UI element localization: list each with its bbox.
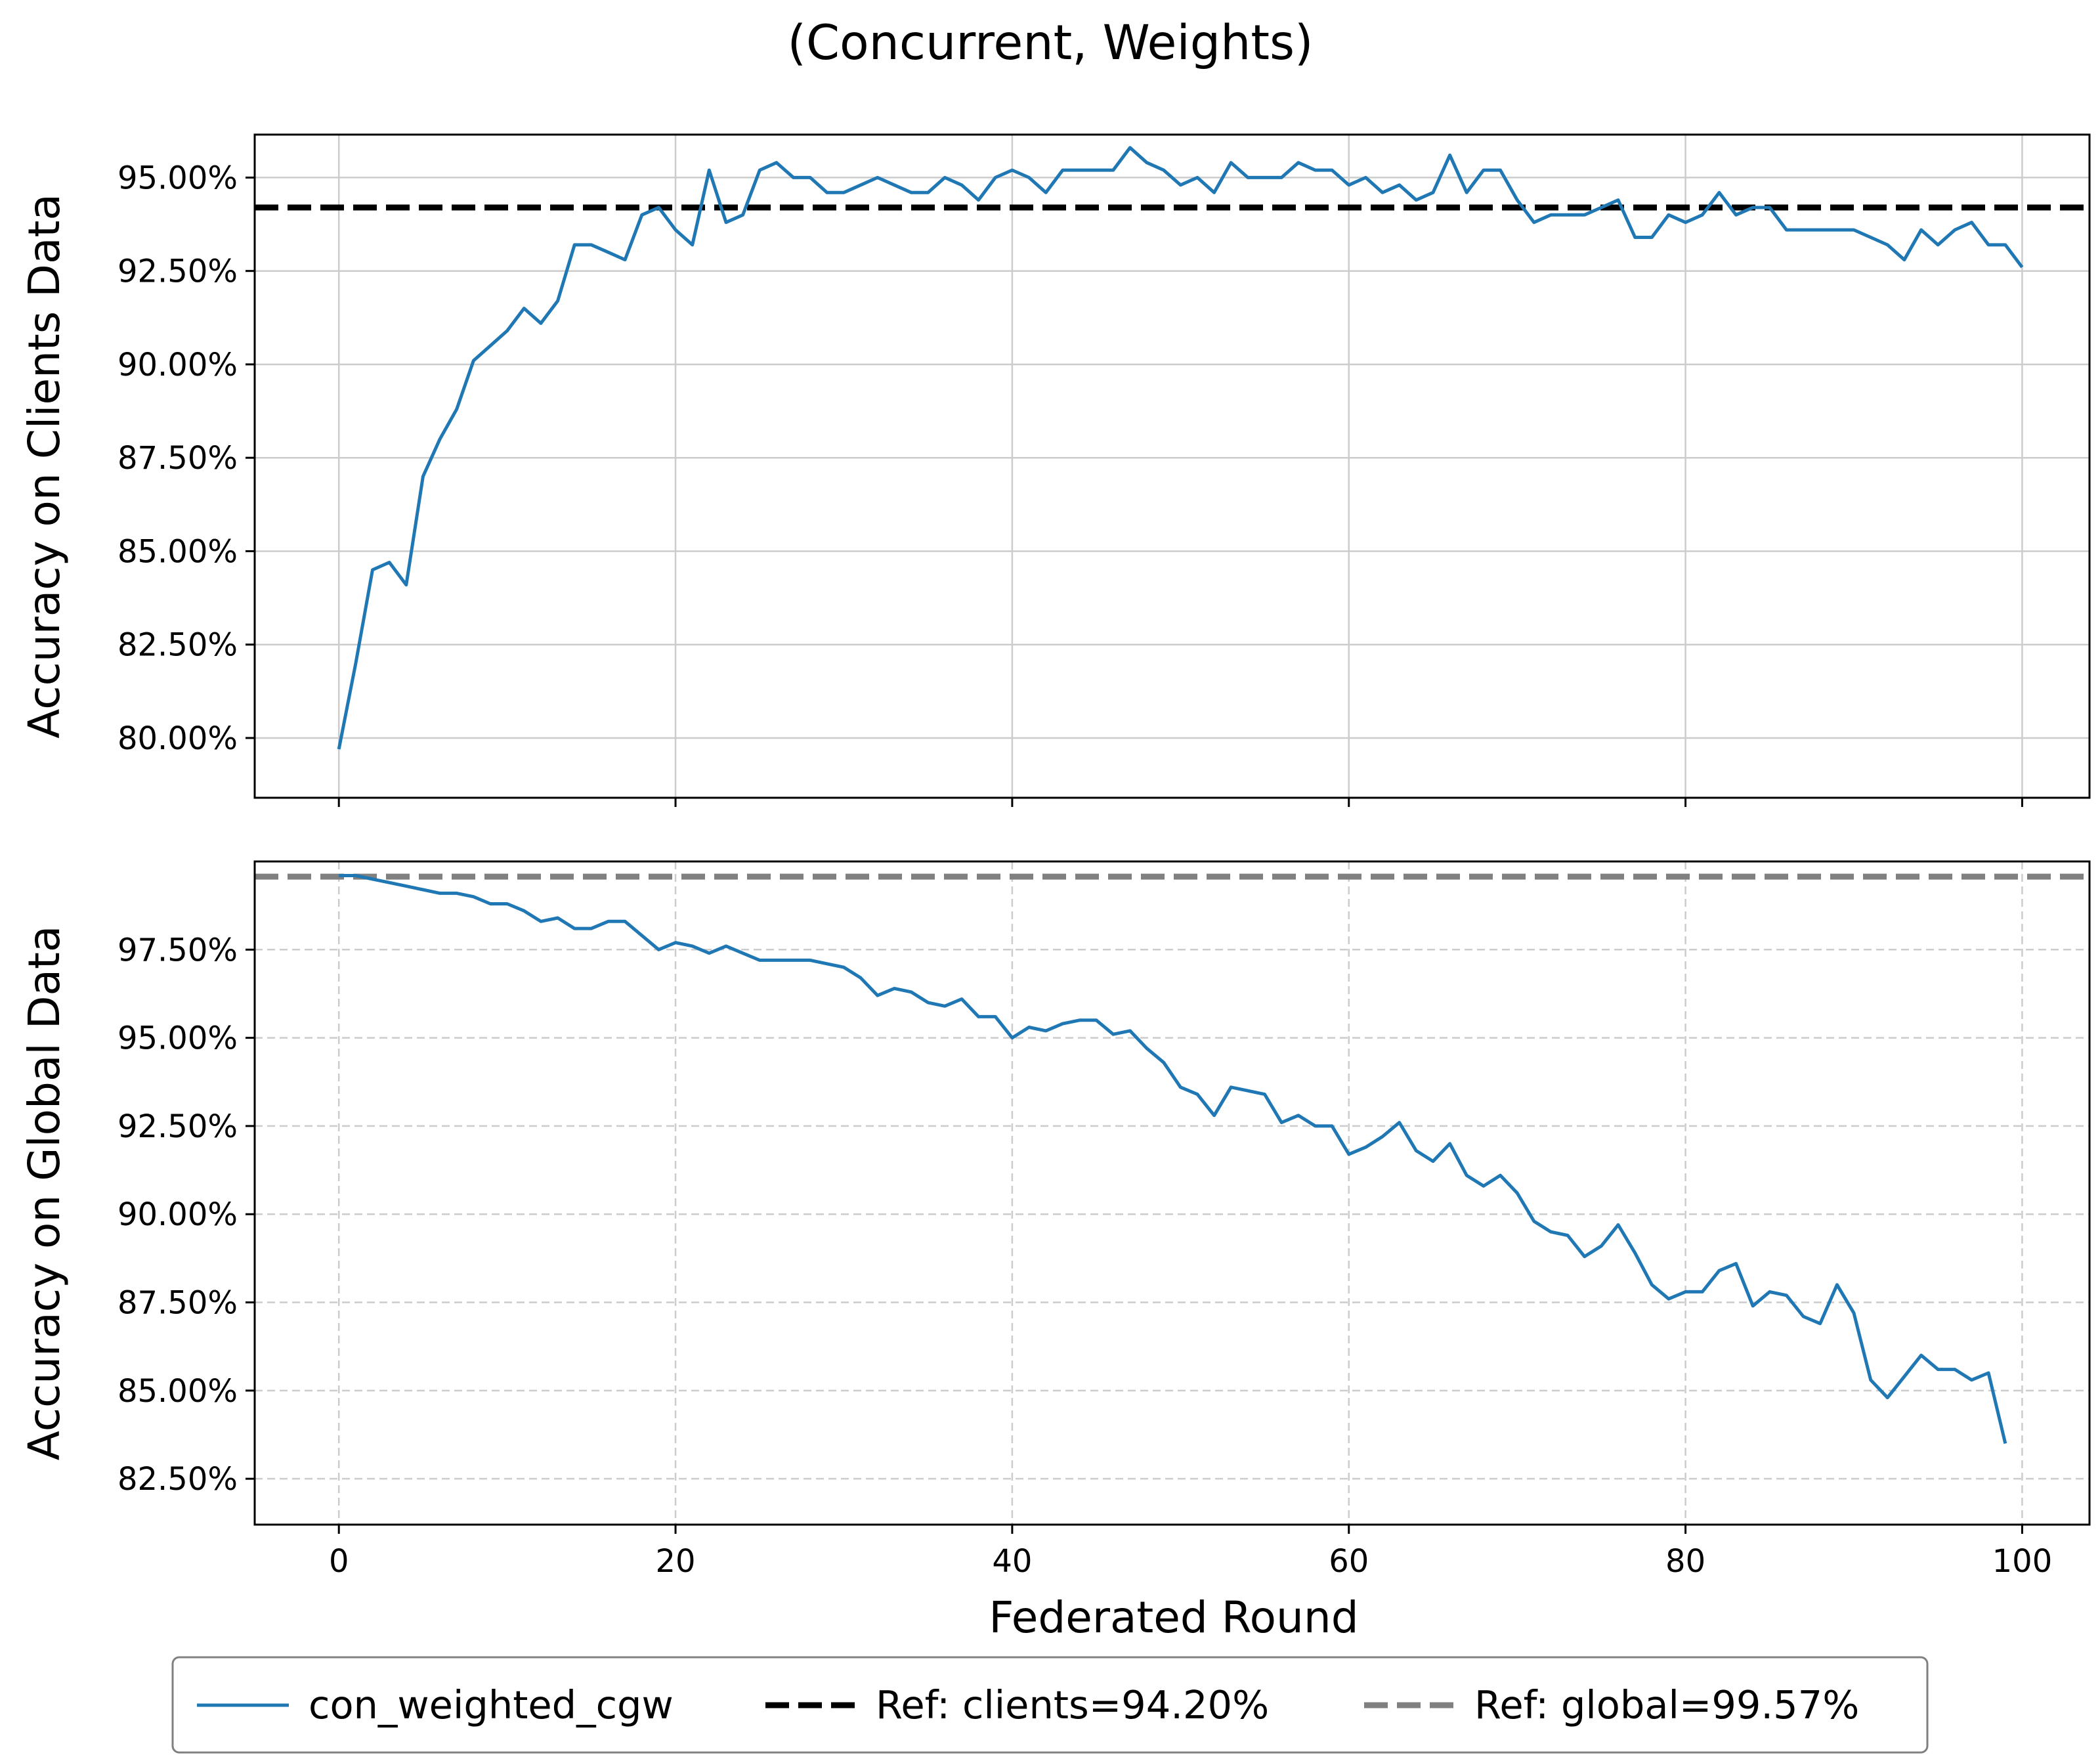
y-tick-label: 92.50%	[118, 1108, 238, 1145]
y-tick-label: 90.00%	[118, 1196, 238, 1233]
clients-ticks: 80.00% 82.50% 85.00% 87.50% 90.00% 92.50% 95.0…	[118, 160, 2023, 807]
chart-title: (Concurrent, Weights)	[788, 15, 1314, 71]
x-tick-label: 0	[329, 1543, 349, 1580]
y-tick-label: 97.50%	[118, 932, 238, 968]
global-accuracy-line	[339, 874, 2007, 1444]
clients-axes-frame	[253, 133, 2091, 799]
clients-grid	[255, 135, 2089, 798]
global-accuracy-panel: 0 20 40 60 80 100 82.50% 85.00% 87.50% 90.00% 92.5…	[19, 860, 2091, 1580]
y-tick-label: 92.50%	[118, 253, 238, 290]
y-tick-label: 87.50%	[118, 440, 238, 477]
y-tick-label: 80.00%	[118, 720, 238, 757]
x-tick-label: 40	[992, 1543, 1032, 1580]
legend-series-label: con_weighted_cgw	[309, 1682, 674, 1728]
x-tick-label: 20	[656, 1543, 696, 1580]
y-tick-label: 87.50%	[118, 1285, 238, 1322]
global-y-axis-label: Accuracy on Global Data	[19, 926, 70, 1461]
x-tick-label: 60	[1329, 1543, 1369, 1580]
global-axes-frame	[253, 860, 2091, 1526]
y-tick-label: 82.50%	[118, 1461, 238, 1498]
y-tick-label: 95.00%	[118, 1020, 238, 1057]
x-axis-label: Federated Round	[989, 1592, 1358, 1643]
y-tick-label: 85.00%	[118, 1373, 238, 1410]
clients-y-axis-label: Accuracy on Clients Data	[19, 194, 70, 739]
global-ticks: 0 20 40 60 80 100 82.50% 85.00% 87.50% 90.00% 92.5…	[118, 932, 2052, 1580]
y-tick-label: 82.50%	[118, 627, 238, 664]
legend-ref-clients-label: Ref: clients=94.20%	[876, 1682, 1269, 1728]
y-tick-label: 90.00%	[118, 347, 238, 383]
legend-box	[171, 1656, 1929, 1754]
y-tick-label: 95.00%	[118, 160, 238, 196]
global-grid	[255, 861, 2089, 1525]
x-tick-label: 100	[1992, 1543, 2053, 1580]
legend-ref-global-label: Ref: global=99.57%	[1474, 1682, 1859, 1728]
x-tick-label: 80	[1665, 1543, 1705, 1580]
clients-accuracy-line	[337, 146, 2024, 750]
legend: con_weighted_cgw Ref: clients=94.20% Ref…	[171, 1656, 1929, 1754]
clients-accuracy-panel: 80.00% 82.50% 85.00% 87.50% 90.00% 92.50% 95.0…	[19, 133, 2091, 807]
y-tick-label: 85.00%	[118, 533, 238, 570]
